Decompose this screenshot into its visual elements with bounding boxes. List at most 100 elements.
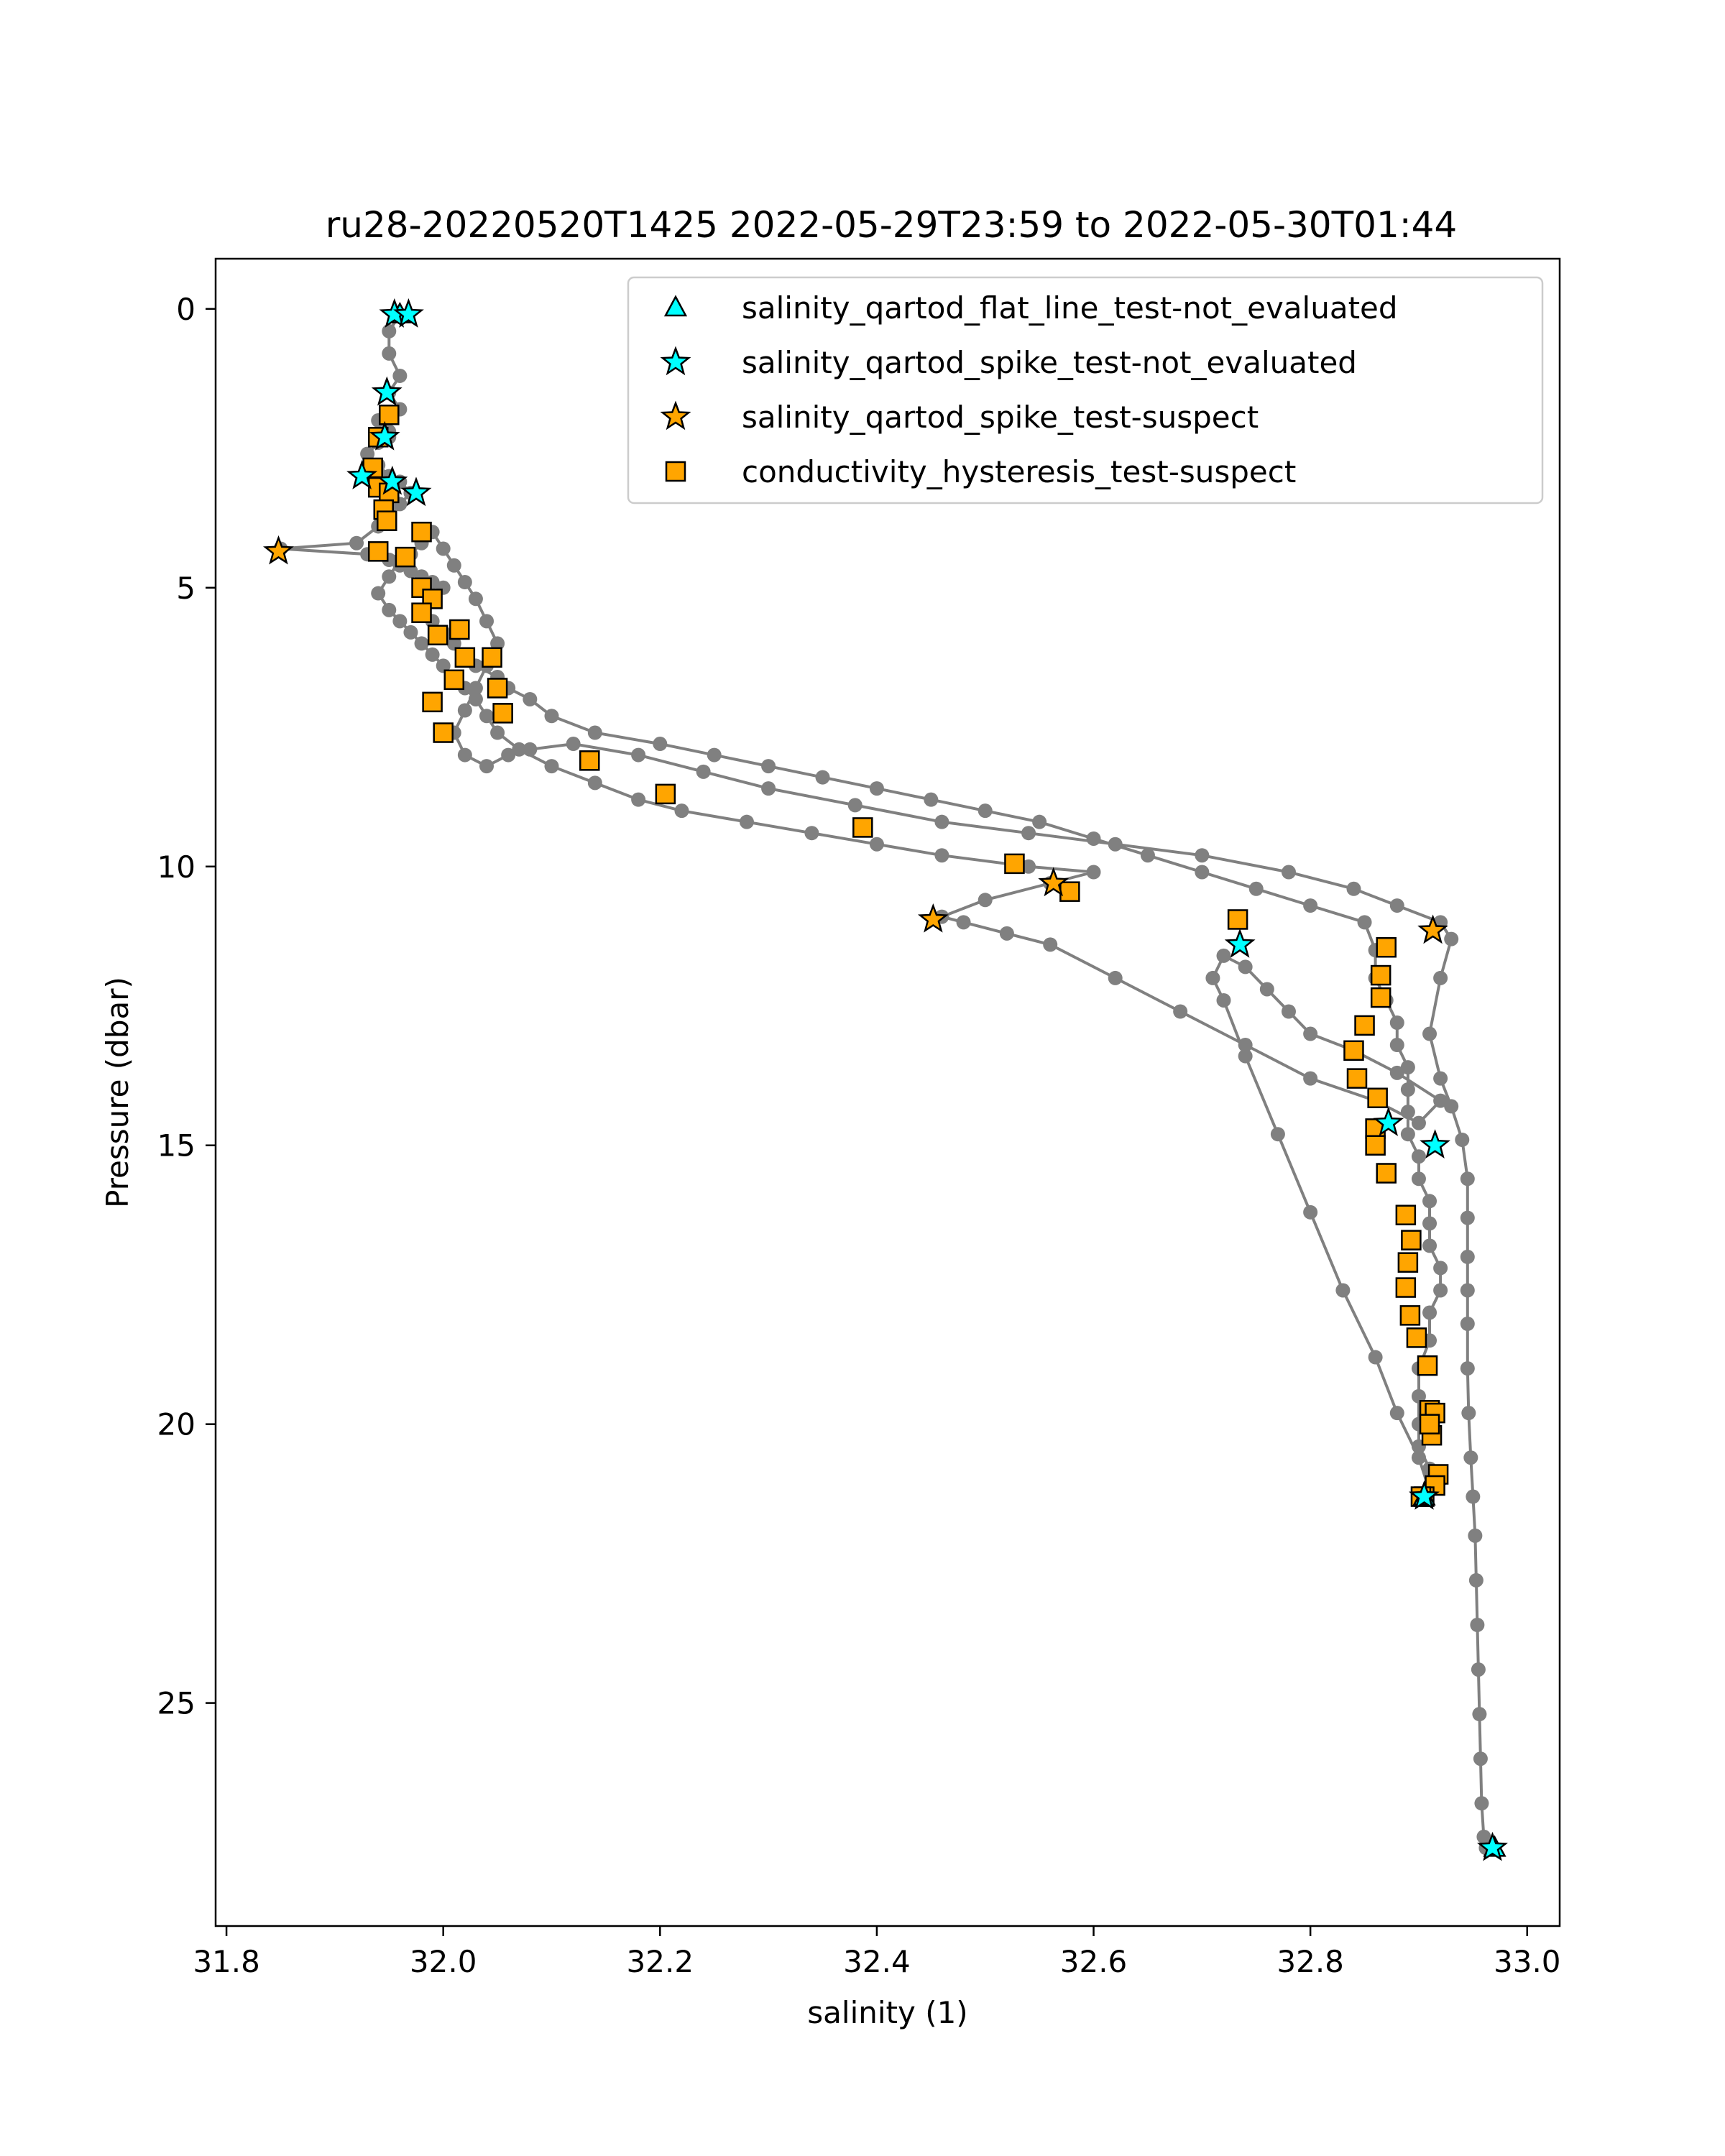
profile-point: [1455, 1132, 1470, 1147]
qc-marker: [1425, 1475, 1445, 1496]
profile-point: [815, 770, 830, 785]
profile-point: [490, 636, 505, 651]
legend-label: conductivity_hysteresis_test-suspect: [742, 454, 1296, 489]
y-tick-label: 15: [157, 1128, 196, 1164]
qc-marker: [262, 535, 294, 565]
profile-point: [1173, 1004, 1188, 1019]
profile-point: [490, 725, 505, 740]
qc-marker: [427, 625, 448, 645]
profile-point: [869, 781, 884, 796]
profile-point: [1389, 1038, 1404, 1053]
profile-point: [696, 764, 711, 779]
y-tick-label: 0: [176, 292, 196, 327]
profile-point: [631, 747, 646, 763]
qc-marker: [1004, 853, 1025, 875]
profile-point: [1472, 1707, 1487, 1722]
qc-marker: [371, 376, 402, 406]
qc-marker: [579, 750, 600, 771]
profile-point: [1422, 1216, 1438, 1231]
profile-point: [1460, 1361, 1475, 1376]
profile-point: [1433, 1283, 1448, 1298]
profile-point: [457, 575, 472, 590]
qc-marker: [369, 420, 400, 451]
profile-point: [392, 614, 408, 629]
profile-point: [1389, 898, 1404, 913]
profile-point: [1422, 1194, 1438, 1209]
profile-point: [1471, 1662, 1486, 1677]
profile-point: [403, 625, 418, 640]
profile-point: [1086, 865, 1101, 880]
profile-point: [956, 915, 971, 930]
profile-point: [1468, 1572, 1484, 1588]
profile-point: [414, 636, 429, 651]
profile-point: [1444, 1099, 1459, 1114]
profile-point: [468, 691, 483, 706]
profile-point: [512, 742, 527, 757]
profile-point: [544, 759, 559, 774]
profile-point: [1470, 1618, 1485, 1633]
profile-point: [934, 848, 949, 863]
profile-point: [653, 737, 668, 752]
qc-marker: [482, 647, 502, 668]
qc-marker: [346, 460, 378, 489]
qc-marker: [1354, 1015, 1375, 1036]
profile-point: [1400, 1060, 1415, 1075]
profile-point: [1108, 970, 1123, 985]
qc-marker: [492, 703, 513, 724]
qc-marker: [411, 602, 432, 623]
profile-point: [978, 803, 993, 819]
profile-point: [1460, 1171, 1475, 1187]
profile-point: [1259, 982, 1274, 997]
qc-marker: [400, 476, 432, 507]
legend-marker: [660, 346, 691, 376]
legend: salinity_qartod_flat_line_test-not_evalu…: [627, 276, 1544, 505]
profile-point: [1238, 959, 1253, 975]
y-axis: 0 5 10 15 20 25: [157, 292, 216, 1721]
qc-marker: [1376, 1163, 1397, 1184]
profile-point: [1468, 1528, 1483, 1543]
profile-point: [446, 636, 461, 651]
legend-marker: [660, 400, 691, 430]
qc-marker: [1399, 1305, 1421, 1326]
chart-title: ru28-20220520T1425 2022-05-29T23:59 to 2…: [326, 204, 1458, 246]
profile-point: [1335, 1283, 1351, 1298]
profile-point: [1303, 1071, 1318, 1086]
y-tick-label: 25: [157, 1686, 196, 1721]
qc-marker: [393, 298, 424, 328]
profile-point: [446, 558, 461, 573]
profile-point: [1357, 915, 1372, 930]
profile-point: [674, 803, 689, 819]
profile-point: [1195, 865, 1210, 880]
profile-point: [1411, 1450, 1426, 1465]
profile-point: [1303, 1026, 1318, 1041]
qc-marker: [1224, 928, 1256, 958]
profile-point: [1400, 1082, 1415, 1097]
qc-marker: [1376, 937, 1397, 958]
profile-point: [1400, 1127, 1415, 1142]
qc-marker: [1417, 914, 1448, 944]
profile-point: [1433, 1261, 1448, 1276]
profile-point: [1422, 1238, 1438, 1253]
y-axis-label: Pressure (dbar): [100, 977, 135, 1208]
profile-point: [1433, 1093, 1448, 1108]
profile-point: [587, 775, 602, 791]
profile-point: [1346, 881, 1361, 896]
profile-point: [631, 792, 646, 807]
x-tick-label: 33.0: [1494, 1944, 1561, 1979]
profile-point: [847, 798, 862, 813]
profile-point: [1368, 1350, 1383, 1365]
qc-marker: [1395, 1277, 1417, 1298]
y-tick-label: 5: [176, 571, 196, 606]
plot-frame: [214, 257, 1561, 1927]
profile-point: [1444, 931, 1459, 946]
qc-marker: [917, 903, 949, 933]
qc-marker: [1408, 1480, 1440, 1510]
profile-point: [544, 709, 559, 724]
qc-marker: [454, 647, 476, 668]
qc-marker: [1370, 964, 1392, 986]
x-axis: 31.8 32.0 32.2 32.4 32.6 32.8 33.0: [193, 1926, 1561, 1979]
qc-marker: [411, 521, 432, 543]
profile-point: [1021, 859, 1036, 874]
profile-point: [804, 826, 819, 841]
